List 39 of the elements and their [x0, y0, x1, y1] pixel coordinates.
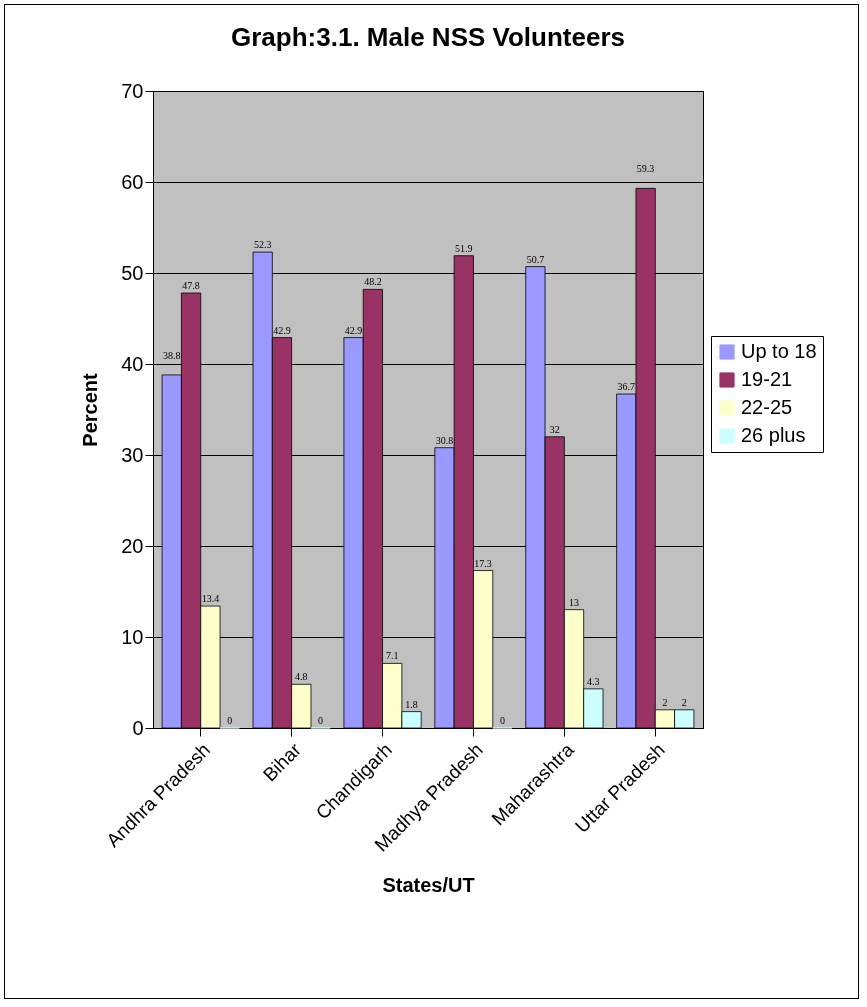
x-axis-title: States/UT	[382, 873, 475, 896]
y-tick-label: 20	[121, 534, 144, 557]
data-label: 36.7	[617, 381, 636, 393]
data-label: 2	[681, 696, 687, 708]
data-label: 52.3	[253, 239, 272, 251]
data-label: 7.1	[385, 650, 399, 662]
y-tick-label: 40	[121, 352, 144, 375]
data-label: 0	[318, 715, 324, 726]
data-label: 59.3	[636, 163, 655, 175]
legend-label: 26 plus	[741, 424, 806, 446]
legend-label: 22-25	[741, 396, 793, 418]
data-label: 0	[499, 715, 505, 726]
data-label: 32	[549, 423, 560, 435]
data-label: 48.2	[364, 276, 382, 288]
data-label: 4.3	[587, 675, 600, 687]
data-label: 47.8	[182, 280, 200, 292]
chart-title: Graph:3.1. Male NSS Volunteers	[231, 22, 625, 52]
data-label: 0	[227, 715, 233, 726]
y-tick-label: 30	[121, 443, 144, 466]
y-axis-title: Percent	[79, 372, 102, 447]
data-label: 42.9	[344, 324, 363, 336]
data-label: 42.9	[273, 324, 291, 336]
y-tick-label: 0	[132, 716, 144, 739]
data-label: 17.3	[474, 557, 492, 569]
data-label: 4.8	[295, 671, 308, 683]
legend-label: Up to 18	[741, 340, 817, 362]
y-tick-label: 60	[121, 170, 144, 193]
data-label: 13	[569, 596, 580, 608]
y-tick-label: 70	[121, 79, 144, 102]
data-label: 51.9	[455, 242, 473, 254]
data-label: 50.7	[526, 253, 545, 265]
data-label: 13.4	[201, 593, 220, 605]
data-label: 1.8	[405, 698, 418, 710]
data-label: 38.8	[163, 349, 181, 361]
y-tick-label: 50	[121, 261, 144, 284]
data-label: 2	[662, 696, 668, 708]
legend-label: 19-21	[741, 368, 793, 390]
data-label: 30.8	[435, 434, 454, 446]
y-tick-label: 10	[121, 625, 144, 648]
